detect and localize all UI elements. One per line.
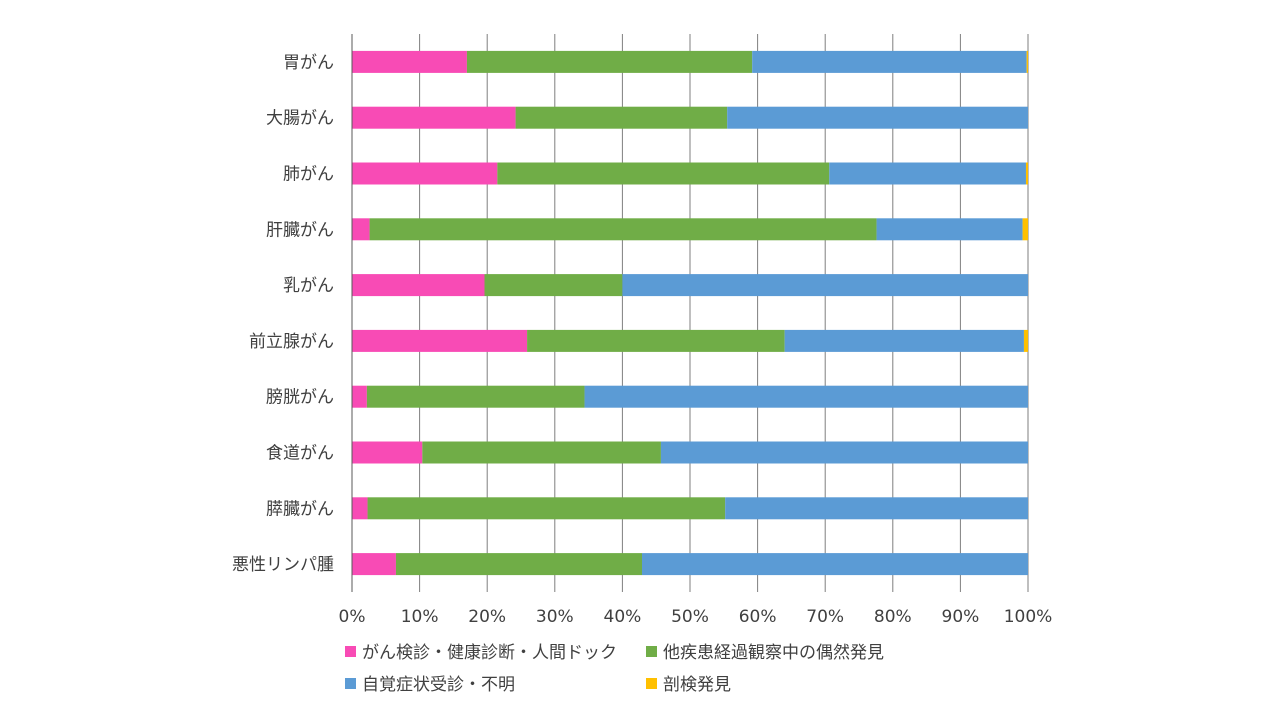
bar-segment bbox=[352, 50, 467, 73]
bar-segment bbox=[515, 106, 728, 129]
legend-label: がん検診・健康診断・人間ドック bbox=[362, 643, 617, 663]
bar-segment bbox=[497, 162, 830, 185]
x-tick-label: 10% bbox=[401, 607, 439, 627]
category-label: 膀胱がん bbox=[266, 388, 334, 408]
bar-segment bbox=[1023, 329, 1028, 352]
x-tick-label: 40% bbox=[604, 607, 642, 627]
category-label: 肺がん bbox=[283, 165, 334, 185]
bar-segment bbox=[642, 553, 1028, 576]
bar-segment bbox=[352, 497, 368, 520]
bar-segment bbox=[352, 274, 485, 297]
bar-segment bbox=[352, 329, 528, 352]
legend-swatch bbox=[646, 646, 657, 657]
bar-segment bbox=[422, 441, 661, 464]
bar-segment bbox=[395, 553, 643, 576]
bar-segment bbox=[366, 385, 585, 408]
category-label: 肝臓がん bbox=[266, 220, 334, 240]
x-tick-label: 70% bbox=[806, 607, 844, 627]
bar-segment bbox=[1022, 218, 1028, 241]
bar-segment bbox=[367, 497, 726, 520]
category-label: 食道がん bbox=[266, 444, 334, 464]
x-tick-label: 0% bbox=[339, 607, 366, 627]
bar-segment bbox=[484, 274, 623, 297]
x-tick-label: 60% bbox=[739, 607, 777, 627]
legend-label: 自覚症状受診・不明 bbox=[362, 675, 515, 695]
bars bbox=[352, 50, 1028, 576]
x-tick-label: 50% bbox=[671, 607, 709, 627]
legend-swatch bbox=[646, 678, 657, 689]
category-label: 悪性リンパ腫 bbox=[232, 555, 334, 575]
x-tick-label: 90% bbox=[942, 607, 980, 627]
x-tick-label: 100% bbox=[1004, 607, 1053, 627]
x-tick-label: 80% bbox=[874, 607, 912, 627]
bar-segment bbox=[829, 162, 1026, 185]
bar-segment bbox=[527, 329, 785, 352]
bar-segment bbox=[352, 106, 516, 129]
bar-segment bbox=[466, 50, 753, 73]
x-tick-label: 30% bbox=[536, 607, 574, 627]
x-tick-labels: 0% 10% 20% 30% 40% 50% 60% 70% 80% 90% 100% bbox=[339, 607, 1053, 627]
bar-segment bbox=[584, 385, 1028, 408]
legend-swatch bbox=[345, 646, 356, 657]
legend-label: 剖検発見 bbox=[663, 675, 731, 695]
bar-segment bbox=[352, 162, 498, 185]
bar-segment bbox=[369, 218, 877, 241]
category-label: 大腸がん bbox=[266, 109, 334, 129]
legend-label: 他疾患経過観察中の偶然発見 bbox=[663, 643, 884, 663]
bar-segment bbox=[660, 441, 1028, 464]
bar-segment bbox=[622, 274, 1028, 297]
x-tick-label: 20% bbox=[468, 607, 506, 627]
category-label: 膵臓がん bbox=[266, 499, 334, 519]
bar-segment bbox=[725, 497, 1028, 520]
category-label: 乳がん bbox=[283, 276, 334, 296]
bar-segment bbox=[784, 329, 1024, 352]
bar-segment bbox=[876, 218, 1023, 241]
bar-segment bbox=[352, 441, 423, 464]
category-label: 前立腺がん bbox=[249, 332, 334, 352]
bar-segment bbox=[352, 218, 370, 241]
bar-segment bbox=[752, 50, 1027, 73]
bar-segment bbox=[1026, 50, 1028, 73]
legend-swatch bbox=[345, 678, 356, 689]
bar-segment bbox=[727, 106, 1028, 129]
bar-segment bbox=[352, 385, 367, 408]
category-label: 胃がん bbox=[283, 53, 334, 73]
bar-segment bbox=[1025, 162, 1028, 185]
bar-segment bbox=[352, 553, 396, 576]
